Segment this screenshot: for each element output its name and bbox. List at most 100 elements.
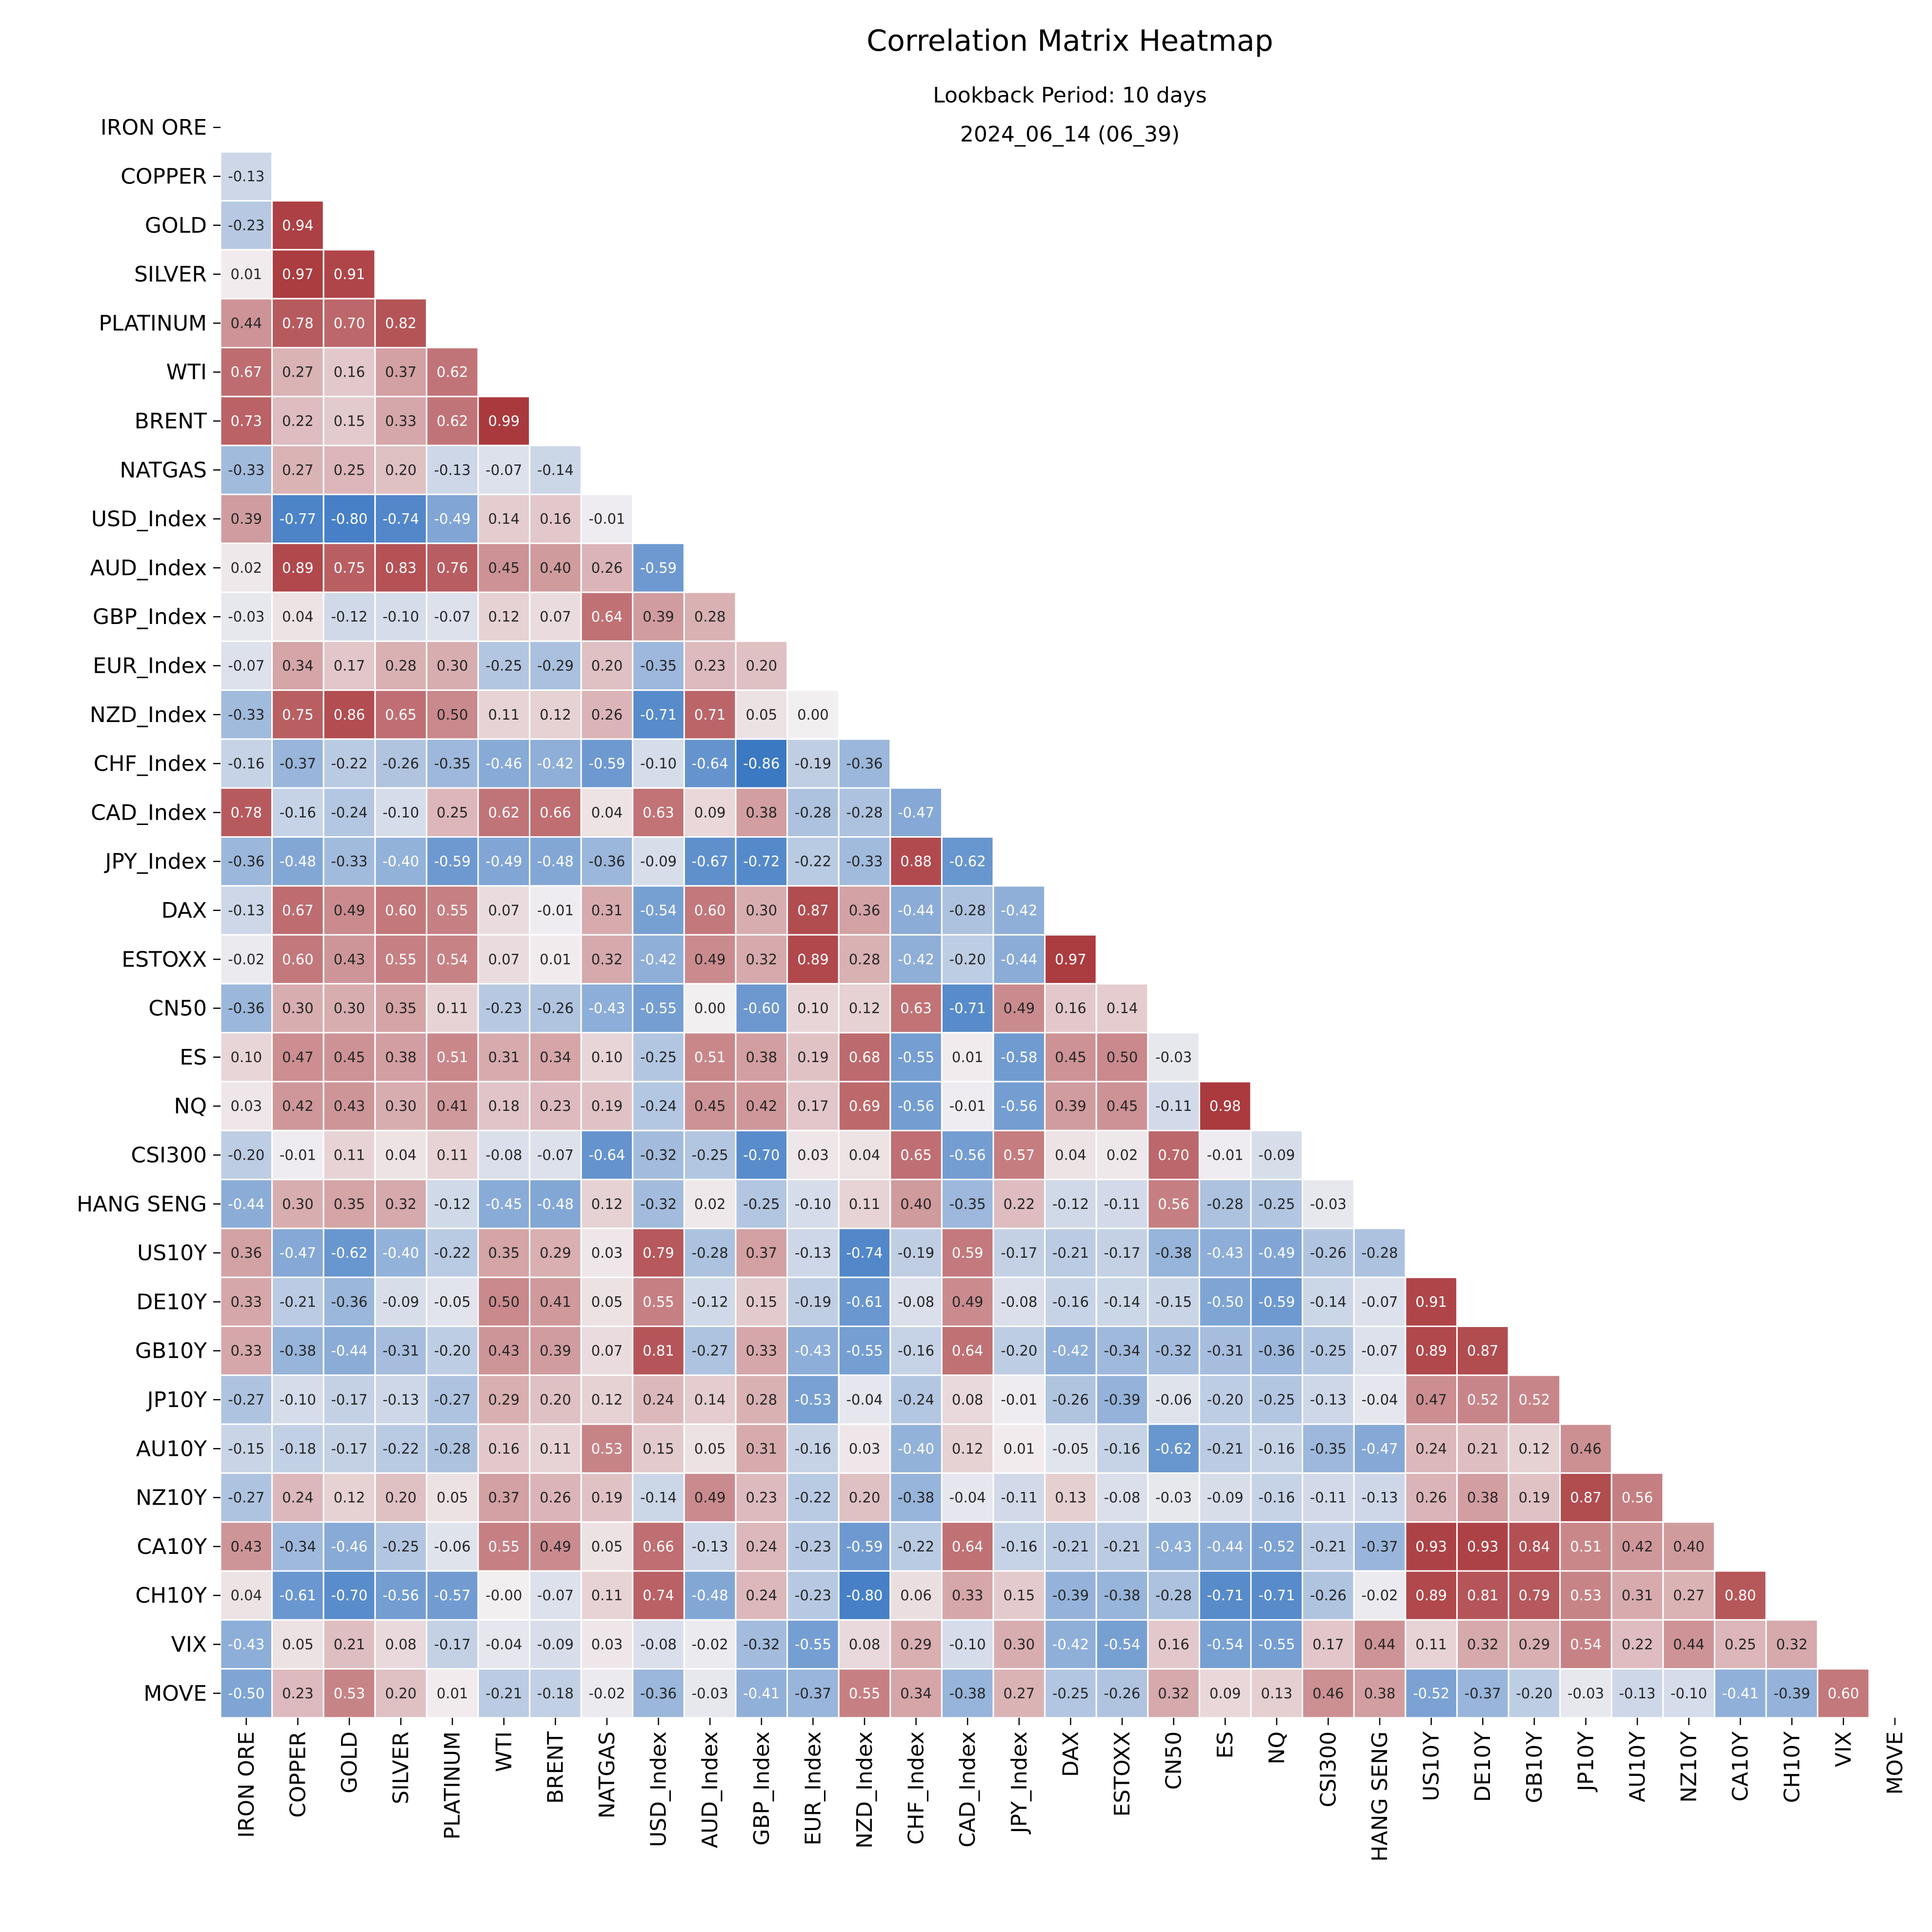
cell-rect bbox=[992, 1521, 1046, 1572]
cell-value-label: 0.78 bbox=[282, 315, 314, 331]
heatmap-cell: -0.35 bbox=[1302, 1423, 1355, 1474]
cell-rect bbox=[735, 1032, 788, 1083]
heatmap-cell: 0.30 bbox=[374, 1081, 427, 1131]
cell-rect bbox=[838, 738, 891, 789]
heatmap-cell: 0.14 bbox=[477, 493, 531, 544]
heatmap-cell: 0.21 bbox=[1456, 1423, 1509, 1474]
cell-rect bbox=[374, 738, 427, 789]
cell-value-label: -0.22 bbox=[331, 755, 367, 772]
cell-rect bbox=[477, 1423, 531, 1474]
cell-value-label: 0.50 bbox=[488, 1293, 520, 1310]
cell-rect bbox=[220, 591, 273, 642]
heatmap-cell: -0.41 bbox=[1713, 1668, 1767, 1719]
x-tick-label: JPY_Index bbox=[1007, 1731, 1032, 1835]
cell-rect bbox=[735, 1423, 788, 1474]
heatmap-cell: -0.26 bbox=[529, 983, 582, 1034]
cell-rect bbox=[1147, 1179, 1200, 1229]
cell-rect bbox=[580, 983, 634, 1034]
heatmap-cell: -0.01 bbox=[1198, 1129, 1252, 1181]
heatmap-cell: -0.37 bbox=[1353, 1521, 1407, 1572]
cell-value-label: 0.39 bbox=[540, 1343, 571, 1359]
heatmap-cell: 0.53 bbox=[1559, 1570, 1612, 1621]
heatmap-cell: 0.35 bbox=[477, 1228, 531, 1278]
heatmap-cell: -0.48 bbox=[529, 836, 582, 887]
cell-rect bbox=[425, 591, 479, 642]
cell-rect bbox=[477, 444, 531, 495]
cell-value-label: -0.38 bbox=[1155, 1245, 1192, 1261]
cell-value-label: -0.20 bbox=[1001, 1343, 1037, 1359]
cell-rect bbox=[1662, 1668, 1715, 1719]
heatmap-cell: -0.22 bbox=[374, 1423, 427, 1474]
cell-rect bbox=[425, 396, 479, 446]
cell-rect bbox=[735, 1129, 788, 1181]
cell-rect bbox=[529, 1668, 582, 1719]
cell-value-label: -0.59 bbox=[846, 1538, 883, 1555]
cell-value-label: -0.47 bbox=[280, 1245, 316, 1261]
cell-value-label: 0.04 bbox=[849, 1147, 881, 1163]
cell-rect bbox=[1610, 1521, 1664, 1572]
cell-rect bbox=[1198, 1179, 1252, 1229]
cell-value-label: 0.16 bbox=[1158, 1636, 1189, 1652]
cell-rect bbox=[941, 1619, 994, 1670]
cell-rect bbox=[1044, 1032, 1097, 1083]
heatmap-cell: -0.58 bbox=[992, 1032, 1046, 1083]
heatmap-cell: -0.38 bbox=[889, 1472, 943, 1523]
cell-rect bbox=[529, 885, 582, 936]
heatmap-cell: -0.39 bbox=[1095, 1374, 1149, 1425]
heatmap-cell: 0.05 bbox=[735, 689, 788, 740]
heatmap-cell: -0.50 bbox=[220, 1668, 273, 1719]
y-tick-label: IRON ORE bbox=[101, 115, 207, 140]
cell-rect bbox=[322, 1570, 376, 1621]
heatmap-cell: -0.26 bbox=[1095, 1668, 1149, 1719]
cell-value-label: -0.26 bbox=[1052, 1391, 1089, 1408]
cell-value-label: -0.27 bbox=[228, 1489, 264, 1506]
cell-rect bbox=[271, 1276, 324, 1327]
heatmap-cell: -0.55 bbox=[889, 1032, 943, 1083]
heatmap-cell: -0.16 bbox=[786, 1423, 840, 1474]
cell-rect bbox=[632, 591, 685, 642]
heatmap-cell: 0.16 bbox=[477, 1423, 531, 1474]
cell-value-label: 0.63 bbox=[643, 804, 674, 821]
x-tick-label: NQ bbox=[1265, 1731, 1289, 1765]
heatmap-cell: 0.20 bbox=[580, 640, 634, 691]
heatmap-cell: -0.13 bbox=[220, 885, 273, 936]
heatmap-cell: -0.59 bbox=[580, 738, 634, 789]
cell-value-label: 0.89 bbox=[282, 560, 314, 576]
cell-value-label: -0.56 bbox=[949, 1147, 986, 1163]
cell-rect bbox=[271, 689, 324, 740]
heatmap-cell: -0.25 bbox=[1044, 1668, 1097, 1719]
cell-value-label: -0.08 bbox=[640, 1636, 677, 1652]
heatmap-cell: -0.13 bbox=[1302, 1374, 1355, 1425]
cell-value-label: -0.71 bbox=[1258, 1587, 1295, 1604]
heatmap-cell: 0.37 bbox=[477, 1472, 531, 1523]
heatmap-cell: 0.13 bbox=[1044, 1472, 1097, 1523]
cell-value-label: -0.62 bbox=[1155, 1440, 1192, 1457]
heatmap-cell: 0.08 bbox=[941, 1374, 994, 1425]
heatmap-cell: -0.36 bbox=[322, 1276, 376, 1327]
heatmap-cell: -0.59 bbox=[1250, 1276, 1304, 1327]
heatmap-cell: -0.16 bbox=[220, 738, 273, 789]
cell-value-label: -0.71 bbox=[640, 706, 677, 723]
y-tick-label: AUD_Index bbox=[90, 556, 207, 581]
cell-value-label: 0.20 bbox=[540, 1391, 571, 1408]
heatmap-cell: 0.07 bbox=[580, 1326, 634, 1376]
heatmap-cell: 0.79 bbox=[1508, 1570, 1561, 1621]
cell-value-label: 0.35 bbox=[334, 1196, 365, 1212]
heatmap-cell: 0.76 bbox=[425, 543, 479, 593]
cell-value-label: -0.11 bbox=[1001, 1489, 1037, 1506]
cell-value-label: -0.59 bbox=[1258, 1293, 1295, 1310]
cell-rect bbox=[477, 543, 531, 593]
y-tick-label: PLATINUM bbox=[99, 311, 207, 336]
cell-value-label: -0.16 bbox=[795, 1440, 831, 1457]
cell-value-label: -0.04 bbox=[485, 1636, 522, 1652]
heatmap-cell: -0.42 bbox=[1044, 1326, 1097, 1376]
cell-rect bbox=[1095, 1129, 1149, 1181]
heatmap-cell: -0.49 bbox=[425, 493, 479, 544]
cell-rect bbox=[1302, 1326, 1355, 1376]
cell-rect bbox=[1508, 1521, 1561, 1572]
cell-rect bbox=[1508, 1472, 1561, 1523]
cell-rect bbox=[374, 1619, 427, 1670]
heatmap-cell: 0.56 bbox=[1610, 1472, 1664, 1523]
heatmap-cell: -0.40 bbox=[889, 1423, 943, 1474]
cell-rect bbox=[425, 1668, 479, 1719]
